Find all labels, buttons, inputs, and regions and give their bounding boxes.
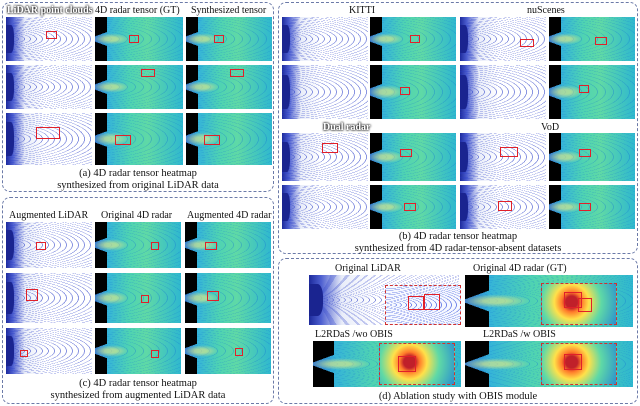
kitti-lidar-image	[282, 17, 368, 61]
radar-gt-image	[95, 113, 183, 165]
dual-radar-radar-image	[370, 133, 456, 181]
synth-tensor-image	[186, 65, 272, 109]
caption-c-line2: synthesized from augmented LiDAR data	[50, 390, 226, 401]
synth-tensor-image	[186, 113, 272, 165]
synth-tensor-image	[186, 17, 272, 61]
panel-a: LiDAR point clouds 4D radar tensor (GT) …	[2, 2, 274, 192]
label-original-radar: Original 4D radar	[101, 210, 173, 221]
kitti-radar-image	[370, 17, 456, 61]
label-augmented-lidar: Augmented LiDAR	[9, 210, 89, 221]
label-original-radar-gt: Original 4D radar (GT)	[473, 263, 567, 274]
dual-radar-lidar-image	[282, 185, 368, 229]
lidar-image	[6, 17, 92, 61]
caption-a-line1: (a) 4D radar tensor heatmap	[79, 168, 197, 179]
augmented-radar-image	[185, 222, 271, 268]
lidar-zoom-inset	[385, 285, 461, 325]
caption-a-line2: synthesized from original LiDAR data	[57, 180, 219, 191]
label-kitti: KITTI	[349, 5, 376, 16]
panel-b: KITTI nuScenes Dual radar VoD (b) 4D rad…	[278, 2, 638, 254]
dual-radar-radar-image	[370, 185, 456, 229]
label-l2rdas-wo-obis: L2RDaS /wo OBIS	[315, 329, 393, 340]
lidar-image	[6, 65, 92, 109]
nuscenes-radar-image	[549, 65, 635, 119]
caption-b-line2: synthesized from 4D radar-tensor-absent …	[354, 243, 562, 254]
nuscenes-radar-image	[549, 17, 635, 61]
augmented-lidar-image	[6, 222, 92, 268]
radar-gt-image	[95, 65, 183, 109]
dual-radar-lidar-image	[282, 133, 368, 181]
vod-lidar-image	[460, 133, 546, 181]
panel-c: Augmented LiDAR Original 4D radar Augmen…	[2, 197, 274, 404]
vod-lidar-image	[460, 185, 546, 229]
original-radar-image	[95, 328, 181, 374]
augmented-radar-image	[185, 328, 271, 374]
nuscenes-lidar-image	[460, 17, 546, 61]
caption-d: (d) Ablation study with OBIS module	[378, 391, 538, 402]
vod-radar-image	[549, 185, 635, 229]
kitti-lidar-image	[282, 65, 368, 119]
label-vod: VoD	[541, 122, 560, 133]
lidar-image	[6, 113, 92, 165]
label-radar-gt: 4D radar tensor (GT)	[95, 5, 180, 16]
augmented-radar-image	[185, 273, 271, 323]
augmented-lidar-image	[6, 328, 92, 374]
radar-gt-zoom-inset	[541, 283, 617, 325]
radar-gt-image	[95, 17, 183, 61]
wo-obis-zoom-inset	[379, 343, 455, 385]
label-l2rdas-w-obis: L2RDaS /w OBIS	[483, 329, 556, 340]
kitti-radar-image	[370, 65, 456, 119]
original-radar-image	[95, 222, 181, 268]
panel-d: Original LiDAR Original 4D radar (GT) L2…	[278, 258, 638, 404]
w-obis-zoom-inset	[541, 343, 617, 385]
label-synthesized-tensor: Synthesized tensor	[191, 5, 267, 16]
label-augmented-radar: Augmented 4D radar	[187, 210, 272, 221]
label-dual-radar: Dual radar	[323, 122, 371, 133]
caption-b-line1: (b) 4D radar tensor heatmap	[398, 231, 518, 242]
label-nuscenes: nuScenes	[527, 5, 565, 16]
caption-c-line1: (c) 4D radar tensor heatmap	[79, 378, 197, 389]
augmented-lidar-image	[6, 273, 92, 323]
nuscenes-lidar-image	[460, 65, 546, 119]
original-radar-image	[95, 273, 181, 323]
vod-radar-image	[549, 133, 635, 181]
label-original-lidar: Original LiDAR	[335, 263, 401, 274]
label-lidar-point-clouds: LiDAR point clouds	[7, 5, 93, 16]
